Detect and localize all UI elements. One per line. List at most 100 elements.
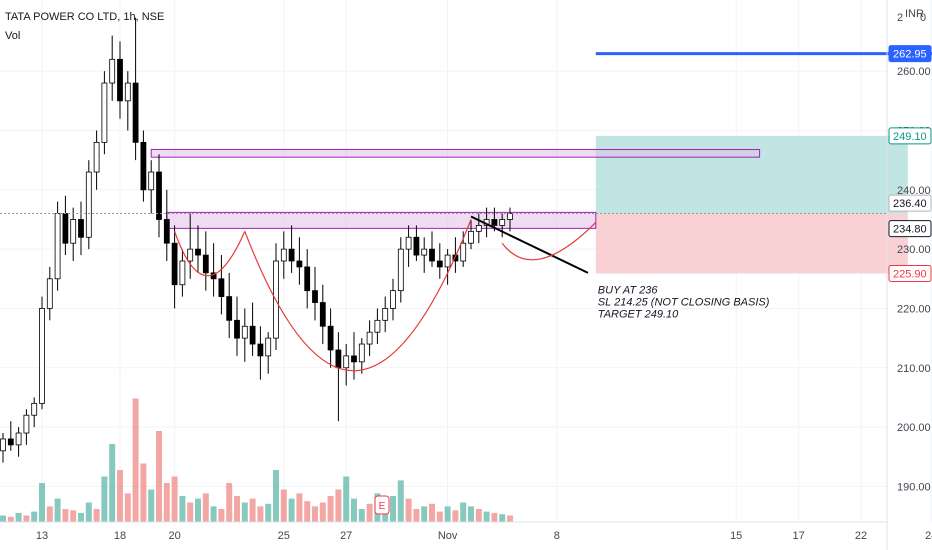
earnings-icon: E [379, 501, 386, 512]
earnings-marker[interactable]: E [374, 495, 390, 515]
price-label-blue: 262.95 [888, 45, 932, 63]
candle-body [195, 248, 201, 256]
volume-bar [78, 512, 84, 522]
volume-bar [327, 496, 334, 522]
price-label-text: 225.90 [893, 268, 927, 280]
candle-body [54, 213, 61, 280]
volume-bar [101, 476, 108, 522]
price-label-gray: 236.40 [888, 194, 932, 212]
cup-curve [174, 231, 246, 277]
volume-bar [54, 498, 61, 522]
volume-bar [335, 489, 342, 522]
time-tick-label: 24 [925, 530, 932, 542]
volume-bar [483, 511, 490, 522]
candle-body [327, 325, 334, 351]
time-tick-label: 27 [340, 530, 352, 542]
volume-indicator-label[interactable]: Vol [5, 30, 20, 42]
candle-body [319, 302, 326, 327]
candle-body [421, 248, 428, 256]
price-label-text: 262.95 [893, 49, 927, 61]
candle-body [31, 402, 38, 416]
volume-bar [195, 498, 201, 522]
volume-bar [70, 510, 77, 522]
chart-title: TATA POWER CO LTD, 1h, NSE [5, 11, 164, 23]
candle-body [405, 236, 412, 250]
trend-line [470, 215, 589, 274]
candle-body [109, 58, 116, 84]
time-tick-label: 15 [730, 530, 742, 542]
price-label-box [888, 194, 932, 212]
price-labels: 262.95 249.10 236.40 234.80 225.90 [888, 45, 932, 282]
candle-body [93, 141, 100, 173]
volume-bar [288, 498, 295, 522]
candle-body [226, 296, 233, 321]
candle-body [413, 236, 420, 256]
volume-bar [39, 483, 45, 522]
volume-bar [273, 470, 279, 522]
volume-bar [366, 503, 373, 522]
scale-label-right: 0 [920, 12, 926, 24]
cup-curve [244, 219, 472, 372]
candle-body [218, 278, 225, 297]
volume-bar [132, 398, 139, 522]
price-tick-label: 240.00 [897, 185, 931, 197]
volume-bar [405, 498, 412, 522]
price-label-red: 225.90 [888, 264, 932, 282]
candle-body [70, 219, 77, 244]
volume-bar [491, 512, 498, 522]
candle-body [0, 438, 6, 452]
candle-body [335, 349, 342, 369]
time-tick-label: 17 [792, 530, 804, 542]
volume-bar [358, 509, 365, 522]
volume-bar [31, 511, 38, 522]
candle-body [132, 82, 139, 143]
time-tick-label: Nov [438, 530, 458, 542]
time-tick-label: 25 [278, 530, 290, 542]
volume-bar [390, 496, 396, 522]
price-label-text: 236.40 [893, 198, 927, 210]
candle-body [507, 213, 513, 220]
candle-body [429, 248, 435, 262]
candle-body [366, 331, 373, 345]
candle-body [46, 278, 53, 309]
candle-body [163, 219, 170, 244]
price-label-box [888, 264, 932, 282]
price-label-green: 249.10 [888, 127, 932, 145]
time-axis[interactable]: 13 18 20 25 27 Nov 8 15 17 22 24 [36, 530, 932, 542]
volume-bar [46, 506, 53, 522]
volume-bar [444, 506, 451, 522]
candle-body [343, 355, 350, 369]
price-label-text: 249.10 [893, 131, 927, 143]
candle-body [62, 213, 69, 244]
volume-bar [452, 510, 459, 522]
volume-bar [202, 493, 209, 522]
candle-body [202, 254, 209, 274]
volume-bar [296, 493, 303, 522]
volume-bar [140, 463, 147, 522]
time-tick-label: 13 [36, 530, 48, 542]
volume-bar [210, 506, 217, 522]
candle-body [382, 308, 389, 321]
candle-body [390, 290, 396, 309]
volume-bar [475, 509, 482, 522]
candle-body [187, 248, 194, 262]
volume-bar [7, 516, 14, 522]
volume-bar [179, 496, 186, 522]
time-tick-label: 8 [554, 530, 560, 542]
volume-bar [280, 489, 287, 522]
candle-body [460, 242, 467, 262]
price-label-box [888, 127, 932, 145]
price-label-white: 234.80 [888, 220, 932, 238]
volume-bar [93, 509, 100, 522]
resistance-zone [166, 211, 597, 229]
time-tick-label: 22 [855, 530, 867, 542]
candle-body [124, 82, 131, 102]
candle-body [234, 319, 240, 339]
volume-bar [15, 512, 22, 522]
drawing-zones [150, 135, 908, 274]
candle-body [15, 432, 22, 446]
candle-body [374, 319, 381, 333]
